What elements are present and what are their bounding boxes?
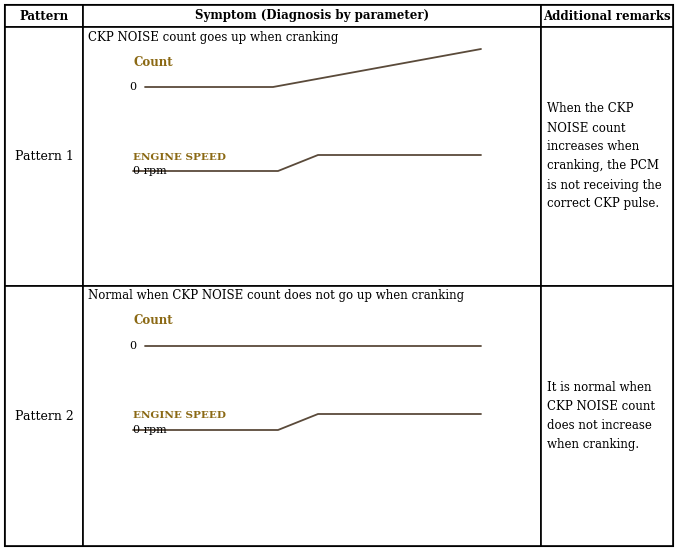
Text: Count: Count [133, 315, 173, 327]
Bar [541, 5, 673, 27]
Bar [541, 27, 673, 286]
Text: Count: Count [133, 56, 173, 68]
Text: Additional remarks: Additional remarks [543, 9, 671, 23]
Text: Normal when CKP NOISE count does not go up when cranking: Normal when CKP NOISE count does not go … [88, 289, 464, 302]
Text: Symptom (Diagnosis by parameter): Symptom (Diagnosis by parameter) [195, 9, 429, 23]
Bar [541, 286, 673, 546]
Text: ENGINE SPEED: ENGINE SPEED [133, 153, 226, 161]
Text: CKP NOISE count goes up when cranking: CKP NOISE count goes up when cranking [88, 30, 338, 44]
Bar [5, 5, 83, 27]
Text: 0 rpm: 0 rpm [133, 166, 167, 176]
Text: It is normal when
CKP NOISE count
does not increase
when cranking.: It is normal when CKP NOISE count does n… [547, 381, 655, 451]
Text: When the CKP
NOISE count
increases when
cranking, the PCM
is not receiving the
c: When the CKP NOISE count increases when … [547, 102, 662, 210]
Bar [83, 5, 541, 27]
Text: Pattern 1: Pattern 1 [14, 150, 73, 163]
Bar [5, 27, 83, 286]
Text: Pattern: Pattern [20, 9, 68, 23]
Bar [83, 27, 541, 286]
Text: 0: 0 [129, 82, 136, 92]
Text: Pattern 2: Pattern 2 [15, 409, 73, 423]
Bar [83, 286, 541, 546]
Text: ENGINE SPEED: ENGINE SPEED [133, 412, 226, 420]
Text: 0: 0 [129, 341, 136, 351]
Bar [5, 286, 83, 546]
Text: 0 rpm: 0 rpm [133, 425, 167, 435]
